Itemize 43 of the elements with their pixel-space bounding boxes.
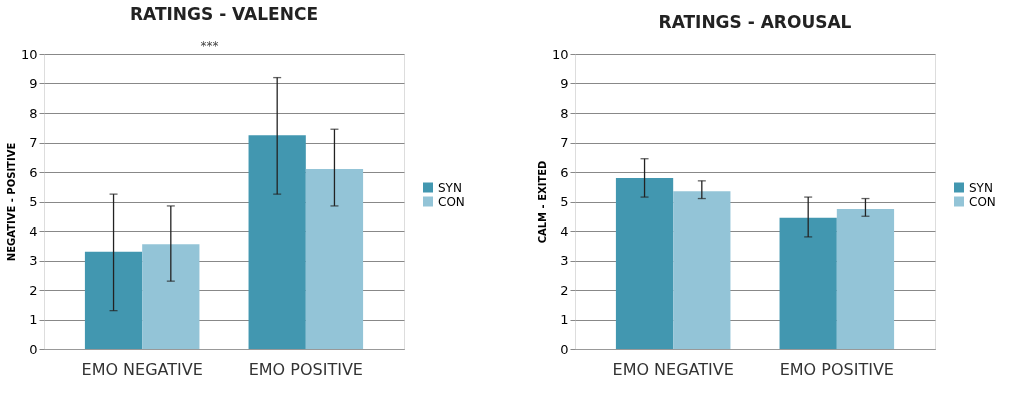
y-tick-label: 0	[29, 341, 38, 357]
y-tick-label: 7	[560, 135, 569, 150]
bar	[779, 217, 837, 349]
y-tick-label: 10	[20, 46, 38, 62]
chart-title: RATINGS - AROUSAL	[658, 12, 852, 32]
y-tick-label: 4	[560, 223, 569, 239]
y-tick-label: 4	[29, 223, 38, 239]
x-tick-label: EMO NEGATIVE	[81, 359, 203, 379]
y-tick-label: 6	[29, 164, 38, 180]
y-axis-title: CALM - EXITED	[536, 160, 548, 244]
y-tick-label: 10	[551, 46, 569, 62]
bar	[248, 135, 306, 349]
y-tick-label: 3	[29, 253, 38, 268]
bar	[84, 251, 143, 349]
bar	[836, 208, 895, 349]
text: ***	[200, 39, 219, 53]
y-tick-label: 9	[29, 76, 38, 91]
y-tick-label: 1	[560, 312, 569, 327]
y-tick-label: 7	[29, 135, 38, 150]
legend-label: CON	[969, 194, 996, 209]
y-tick-label: 1	[29, 312, 38, 327]
y-tick-label: 6	[560, 164, 569, 180]
y-tick-label: 8	[560, 105, 569, 121]
chart-title: RATINGS - VALENCE	[129, 4, 319, 24]
y-tick-label: 5	[29, 194, 38, 209]
bar	[305, 169, 364, 349]
x-tick-label: EMO POSITIVE	[779, 359, 894, 379]
legend-label: CON	[438, 194, 465, 209]
legend-label: SYN	[438, 180, 462, 195]
y-tick-label: 5	[560, 194, 569, 209]
y-tick-label: 3	[560, 253, 569, 268]
y-tick-label: 9	[560, 76, 569, 91]
bar	[142, 244, 200, 349]
y-axis-title: NEGATIVE - POSITIVE	[5, 142, 17, 262]
y-tick-label: 2	[560, 282, 569, 298]
bar	[673, 191, 731, 349]
x-tick-label: EMO NEGATIVE	[612, 359, 734, 379]
bar	[615, 177, 674, 349]
y-tick-label: 0	[560, 341, 569, 357]
legend-label: SYN	[969, 180, 993, 195]
y-tick-label: 8	[29, 105, 38, 121]
y-tick-label: 2	[29, 282, 38, 298]
x-tick-label: EMO POSITIVE	[248, 359, 363, 379]
